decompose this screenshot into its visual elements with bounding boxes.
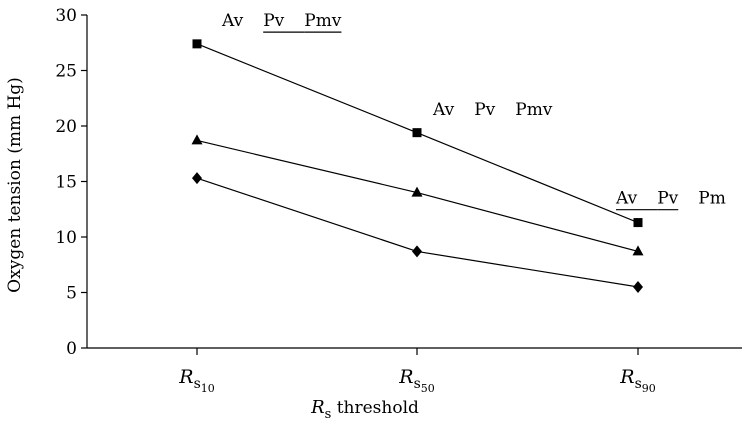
annotation-group: Av Pv Pmv <box>221 11 342 33</box>
y-tick-label: 0 <box>66 339 77 359</box>
y-tick-label: 20 <box>55 117 77 137</box>
annotation-group: Av Pv Pm <box>615 189 726 211</box>
x-ticks: Rs10 Rs50 Rs90 <box>178 348 656 395</box>
data-point-triangle <box>191 134 203 145</box>
annotation-av: Av <box>221 11 244 31</box>
y-tick-label: 10 <box>55 228 77 248</box>
data-point-triangle <box>411 186 423 197</box>
x-tick-label: Rs50 <box>398 366 435 395</box>
x-axis-title: Rs threshold <box>310 397 419 422</box>
annotation-group: Av Pv Pmv <box>432 100 553 120</box>
data-point-square <box>412 128 422 138</box>
y-tick-label: 30 <box>55 6 77 26</box>
data-point-diamond <box>412 245 422 258</box>
x-tick-label: Rs10 <box>178 366 215 395</box>
annotation-pmv: Pmv <box>515 100 553 120</box>
annotations: Av Pv Pmv Av Pv Pmv Av Pv Pm <box>221 11 726 211</box>
x-tick-label: Rs90 <box>619 366 656 395</box>
annotation-av: Av <box>615 189 638 209</box>
data-point-triangle <box>632 245 644 256</box>
y-tick-label: 25 <box>55 62 77 82</box>
y-axis-title: Oxygen tension (mm Hg) <box>5 77 25 293</box>
annotation-pv: Pv <box>263 11 284 31</box>
annotation-pv: Pv <box>657 189 678 209</box>
data-point-square <box>192 39 202 49</box>
data-point-diamond <box>192 172 202 185</box>
annotation-pmv: Pmv <box>304 11 342 31</box>
y-tick-label: 15 <box>55 173 77 193</box>
plot-area: 0 5 10 15 20 25 30 Rs10 Rs50 Rs90 Av Pv Pmv Av Pv Pmv… <box>55 6 742 395</box>
series-layer <box>191 39 644 293</box>
data-point-diamond <box>633 280 643 293</box>
annotation-pv: Pv <box>474 100 495 120</box>
annotation-av: Av <box>432 100 455 120</box>
annotation-pm: Pm <box>698 189 726 209</box>
y-tick-label: 5 <box>66 284 77 304</box>
data-point-square <box>633 218 643 228</box>
y-ticks: 0 5 10 15 20 25 30 <box>55 6 87 359</box>
